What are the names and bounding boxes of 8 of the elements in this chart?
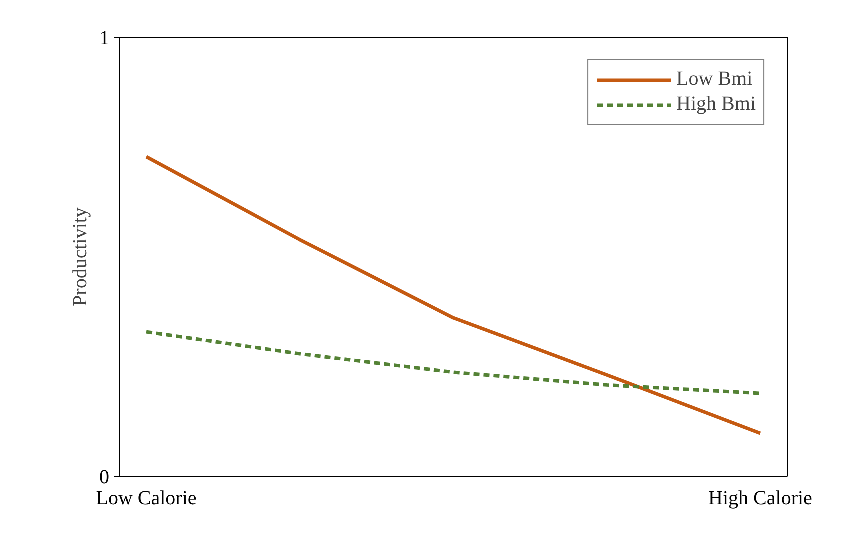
y-tick-label: 1 (100, 28, 110, 50)
legend-label: Low Bmi (676, 68, 753, 91)
y-tick-label: 0 (100, 466, 110, 488)
line-series (144, 155, 762, 436)
y-axis-title: Productivity (70, 208, 92, 306)
x-tick-label: Low Calorie (96, 488, 197, 510)
x-tick-label: High Calorie (708, 488, 813, 510)
legend-label: High Bmi (676, 93, 756, 116)
